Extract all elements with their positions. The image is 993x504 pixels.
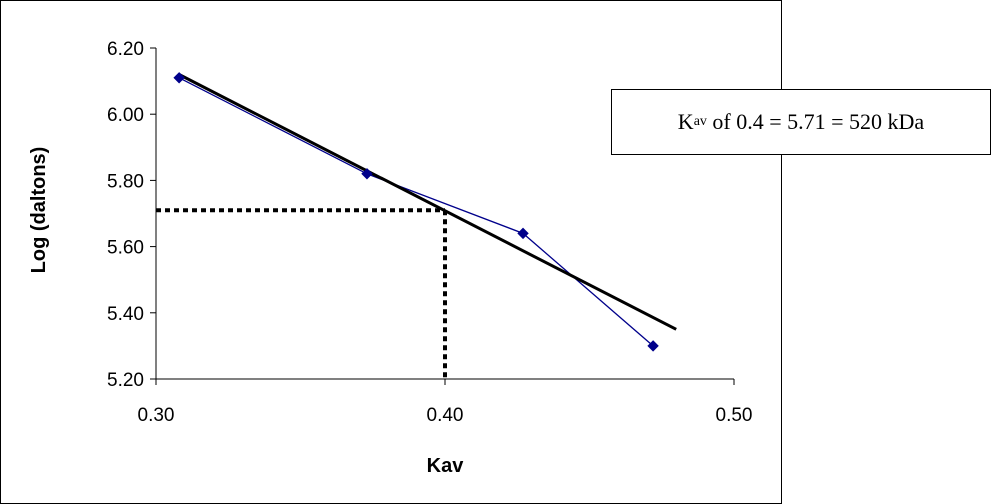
data-point xyxy=(517,227,529,240)
y-axis-label: Log (daltons) xyxy=(28,147,50,274)
y-tick-label: 6.20 xyxy=(107,39,144,60)
y-tick-label: 5.60 xyxy=(107,238,144,259)
x-axis-label: Kav xyxy=(427,455,465,477)
annotation-main: K xyxy=(677,109,694,134)
x-tick-label: 0.40 xyxy=(427,405,464,426)
x-tick-label: 0.50 xyxy=(716,405,753,426)
data-point xyxy=(647,340,659,352)
y-tick-label: 5.80 xyxy=(107,171,144,192)
trendline xyxy=(178,73,677,331)
annotation-subscript: av xyxy=(693,114,707,129)
series-line xyxy=(178,77,654,347)
chart-border xyxy=(0,0,782,504)
data-point xyxy=(173,72,185,84)
y-tick-label: 5.20 xyxy=(107,370,144,391)
data-point xyxy=(361,168,373,180)
annotation-rest: of 0.4 = 5.71 = 520 kDa xyxy=(706,109,925,134)
plot-area: 5.20 5.40 5.60 5.80 6.00 6.20 0.30 0.40 0.50 xyxy=(107,39,752,426)
y-tick-label: 5.40 xyxy=(107,304,144,325)
y-tick-label: 6.00 xyxy=(107,105,144,126)
x-tick-label: 0.30 xyxy=(138,405,175,426)
